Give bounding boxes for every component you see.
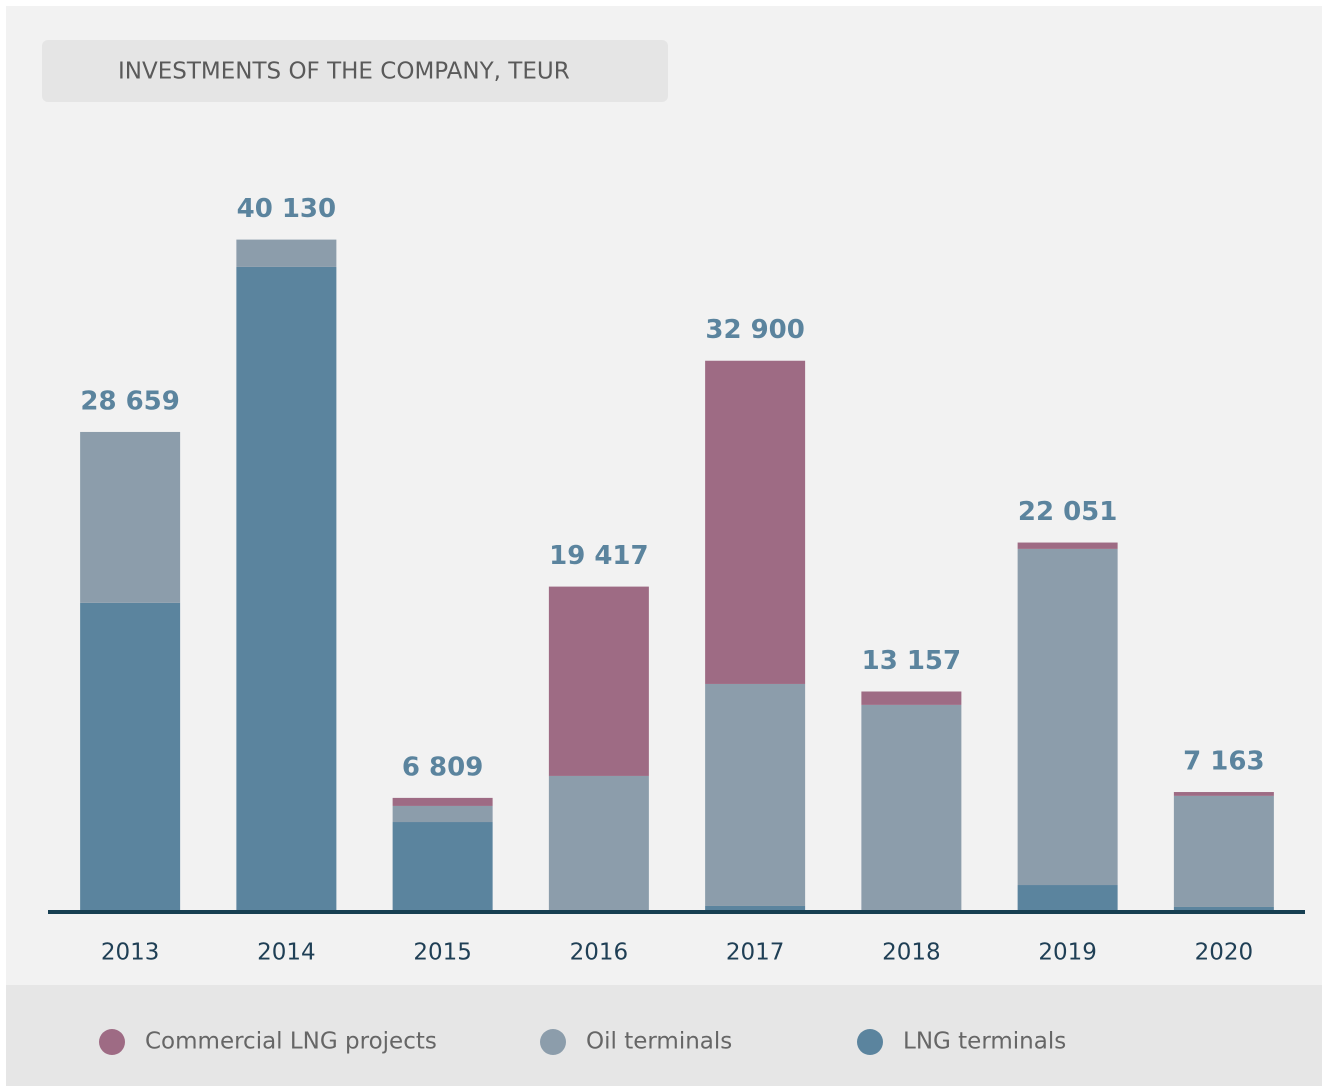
total-label: 6 809: [402, 752, 483, 782]
bar-segment: [80, 602, 181, 912]
total-label: 13 157: [862, 646, 962, 676]
bar-segment: [392, 805, 493, 823]
x-tick-label: 2013: [101, 940, 160, 966]
legend-swatch: [99, 1029, 125, 1055]
x-tick-label: 2016: [570, 940, 629, 966]
total-label: 28 659: [80, 386, 180, 416]
x-tick-label: 2018: [882, 940, 941, 966]
x-tick-label: 2015: [413, 940, 472, 966]
bar-segment: [1017, 542, 1118, 549]
bar-segment: [548, 586, 649, 776]
legend-swatch: [857, 1029, 883, 1055]
total-label: 40 130: [237, 194, 337, 224]
legend-swatch: [540, 1029, 566, 1055]
bar-segment: [548, 775, 649, 912]
chart-background: [6, 6, 1322, 1086]
bar-segment: [392, 797, 493, 806]
bar-segment: [80, 431, 181, 603]
legend-label: Commercial LNG projects: [145, 1029, 437, 1055]
bar-segment: [392, 822, 493, 912]
total-label: 22 051: [1018, 497, 1118, 527]
title-box: [42, 40, 668, 102]
bar-segment: [1017, 548, 1118, 886]
total-label: 7 163: [1183, 746, 1264, 776]
legend-label: LNG terminals: [903, 1029, 1066, 1055]
legend-background: [6, 985, 1322, 1086]
chart-title: INVESTMENTS OF THE COMPANY, TEUR: [118, 59, 570, 85]
total-label: 32 900: [705, 315, 805, 345]
total-label: 19 417: [549, 541, 649, 571]
bar-segment: [705, 905, 806, 912]
bar-segment: [236, 266, 337, 912]
x-tick-label: 2017: [726, 940, 785, 966]
legend-label: Oil terminals: [586, 1029, 732, 1055]
x-tick-label: 2019: [1038, 940, 1097, 966]
x-tick-label: 2014: [257, 940, 316, 966]
x-tick-label: 2020: [1195, 940, 1254, 966]
bar-segment: [1017, 885, 1118, 912]
bar-segment: [1173, 792, 1274, 796]
bar-segment: [1173, 906, 1274, 912]
bar-segment: [236, 239, 337, 267]
bar-segment: [705, 683, 806, 906]
bar-segment: [705, 360, 806, 684]
bar-segment: [861, 691, 962, 705]
bar-segment: [1173, 795, 1274, 907]
bar-segment: [861, 704, 962, 912]
